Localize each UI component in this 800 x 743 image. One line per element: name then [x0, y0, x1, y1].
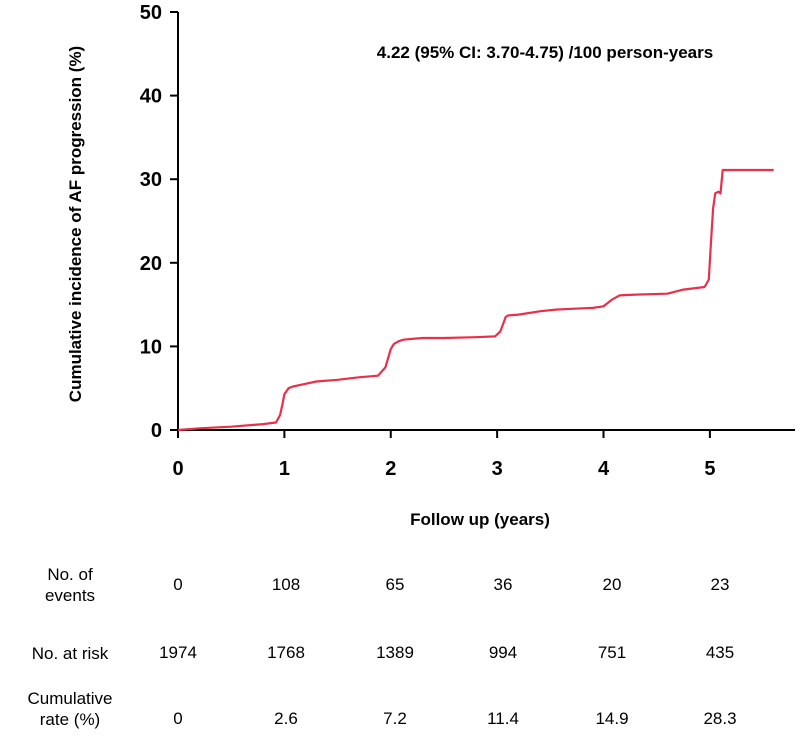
x-tick-label: 1: [279, 458, 290, 480]
at-risk-row-label: No. at risk: [0, 643, 140, 664]
cumulative-rate-cell: 7.2: [383, 709, 407, 728]
events-label-line2: events: [44, 586, 96, 605]
events-cell: 65: [385, 575, 405, 594]
at-risk-cell: 1389: [376, 643, 414, 662]
x-tick-label: 2: [385, 458, 396, 480]
at-risk-cell: 1768: [267, 643, 305, 662]
cumulative-rate-row-label: Cumulative rate (%): [0, 688, 140, 730]
events-cell: 23: [710, 575, 730, 594]
events-row: No. of events 0 108 65 36 20 23: [0, 560, 800, 610]
y-tick-label: 50: [140, 2, 162, 24]
x-tick-label: 4: [598, 458, 610, 480]
ticks: 0 10 20 30 40 50 0 1 2 3 4 5: [140, 2, 716, 480]
incidence-annotation: 4.22 (95% CI: 3.70-4.75) /100 person-yea…: [377, 43, 713, 62]
cumulative-rate-cell: 2.6: [274, 709, 298, 728]
x-axis-title: Follow up (years): [410, 510, 550, 529]
cumulative-rate-cell: 0: [173, 709, 183, 728]
cumulative-rate-cell: 28.3: [703, 709, 737, 728]
at-risk-cell: 1974: [159, 643, 197, 662]
y-tick-label: 30: [140, 169, 162, 191]
events-cell: 20: [602, 575, 622, 594]
y-axis-title: Cumulative incidence of AF progression (…: [66, 46, 85, 402]
km-chart: 0 10 20 30 40 50 0 1 2 3 4 5 4.22 (95% CI: 3.70-4.7…: [66, 2, 795, 529]
axes: [177, 12, 795, 431]
events-label-line1: No. of: [47, 565, 93, 584]
y-tick-label: 20: [140, 253, 162, 275]
cumulative-rate-row: Cumulative rate (%) 0 2.6 7.2 11.4 14.9 …: [0, 685, 800, 735]
at-risk-cell: 435: [705, 643, 735, 662]
cumulative-rate-label-line2: rate (%): [39, 710, 101, 729]
at-risk-cell: 751: [597, 643, 627, 662]
events-row-label: No. of events: [0, 564, 140, 606]
at-risk-cell: 994: [488, 643, 518, 662]
x-tick-label: 0: [172, 458, 183, 480]
cumulative-incidence-line: [177, 168, 774, 432]
cumulative-rate-cell: 11.4: [487, 709, 519, 728]
at-risk-label-line1: No. at risk: [31, 644, 109, 663]
events-cell: 0: [173, 575, 183, 594]
x-tick-label: 5: [704, 458, 715, 480]
cumulative-rate-label-line1: Cumulative: [27, 689, 113, 708]
at-risk-row: No. at risk 1974 1768 1389 994 751 435: [0, 638, 800, 688]
y-tick-label: 0: [151, 420, 162, 442]
x-tick-label: 3: [492, 458, 503, 480]
events-cell: 108: [271, 575, 301, 594]
events-cell: 36: [493, 575, 513, 594]
cumulative-rate-cell: 14.9: [595, 709, 629, 728]
y-tick-label: 10: [140, 336, 162, 358]
y-tick-label: 40: [140, 86, 162, 108]
